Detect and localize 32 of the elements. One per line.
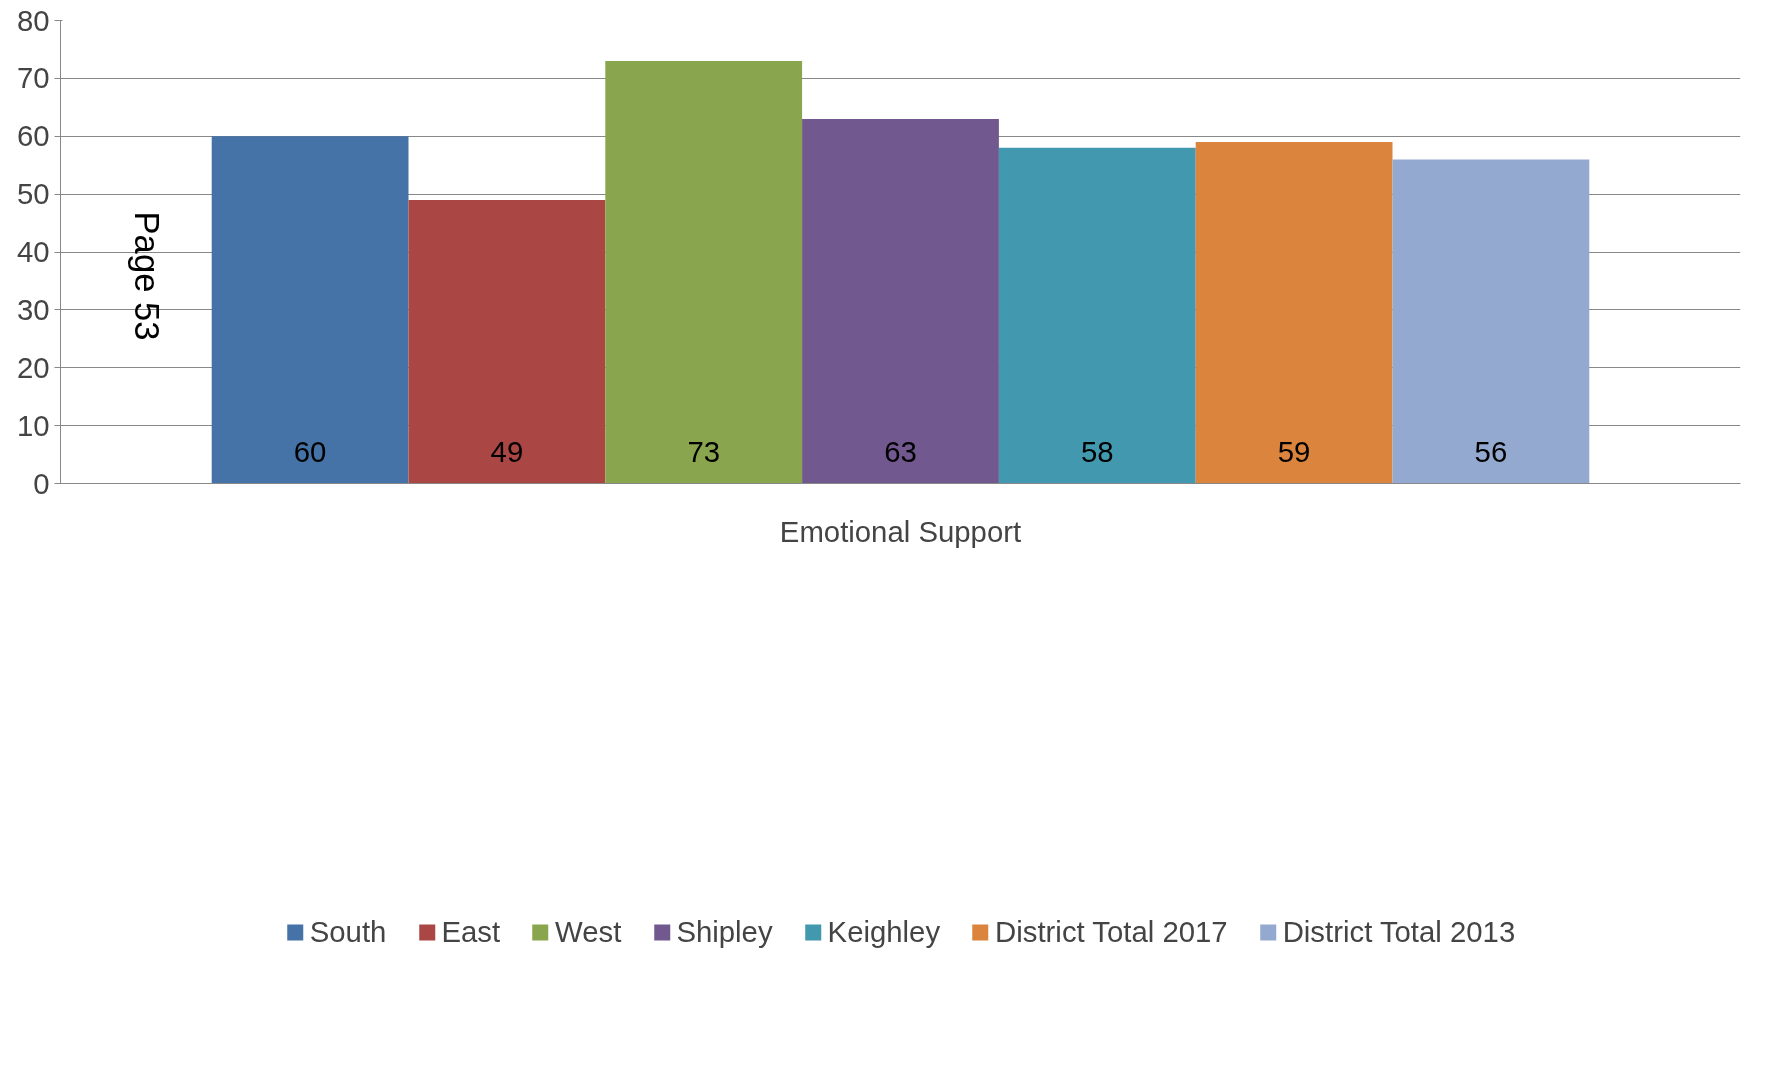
y-tick-label: 10 bbox=[16, 408, 50, 442]
bar bbox=[408, 199, 606, 484]
data-label: 63 bbox=[884, 434, 917, 468]
y-tick-label: 0 bbox=[33, 466, 50, 500]
data-label: 60 bbox=[293, 434, 327, 468]
bar bbox=[998, 147, 1196, 484]
legend-label: West bbox=[555, 914, 622, 949]
legend-label: District Total 2017 bbox=[995, 914, 1228, 949]
legend-label: East bbox=[441, 914, 501, 949]
legend-label: Shipley bbox=[676, 914, 773, 949]
y-tick-label: 80 bbox=[16, 3, 50, 37]
y-tick-label: 20 bbox=[16, 350, 50, 384]
data-label: 73 bbox=[687, 434, 721, 468]
y-tick-label: 30 bbox=[16, 292, 50, 326]
y-tick-label: 70 bbox=[16, 61, 50, 95]
legend-label: District Total 2013 bbox=[1282, 914, 1516, 949]
data-label: 56 bbox=[1474, 434, 1508, 468]
bar bbox=[1195, 142, 1393, 484]
legend-label: Keighley bbox=[827, 914, 941, 949]
data-label: 49 bbox=[490, 434, 524, 468]
data-label: 59 bbox=[1277, 434, 1311, 468]
legend-label: South bbox=[309, 914, 387, 949]
y-tick-label: 50 bbox=[16, 177, 50, 211]
x-tick-label: Emotional Support bbox=[779, 514, 1022, 548]
y-tick-label: 60 bbox=[16, 119, 50, 153]
annotation: Page 53 bbox=[127, 211, 166, 341]
bar bbox=[605, 61, 803, 484]
bar bbox=[211, 136, 409, 484]
bar bbox=[802, 118, 999, 484]
bar bbox=[1392, 159, 1590, 484]
y-tick-label: 40 bbox=[16, 235, 50, 268]
data-label: 58 bbox=[1080, 434, 1114, 468]
